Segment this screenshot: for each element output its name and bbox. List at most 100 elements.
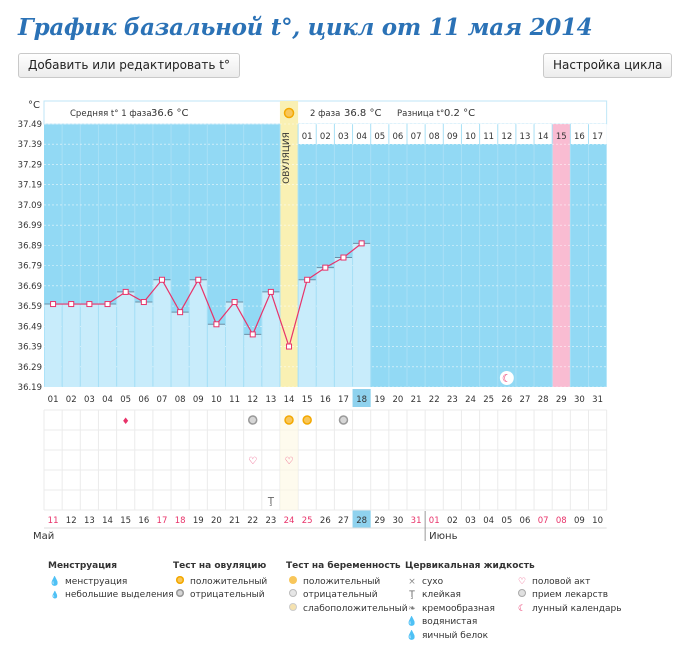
temperature-point bbox=[177, 309, 184, 316]
cycle-day-label: 26 bbox=[501, 395, 512, 405]
cycle-day-label: 04 bbox=[102, 395, 113, 405]
page-title: График базальной t°, цикл от 11 мая 2014 bbox=[18, 14, 593, 41]
y-tick-label: 37.09 bbox=[18, 201, 42, 211]
temperature-point bbox=[358, 240, 365, 247]
temperature-point bbox=[50, 301, 57, 308]
y-tick-label: 36.69 bbox=[18, 282, 42, 292]
temperature-bar bbox=[171, 312, 189, 387]
moon-badge bbox=[499, 371, 514, 385]
sun-icon bbox=[283, 107, 295, 119]
cycle-settings-button[interactable]: Настройка цикла bbox=[543, 53, 673, 78]
calendar-date-label: 13 bbox=[84, 516, 95, 526]
phase2-day-label: 10 bbox=[465, 132, 476, 142]
phase2-day-label: 01 bbox=[302, 132, 313, 142]
cycle-day-label: 05 bbox=[120, 395, 131, 405]
cycle-day-label: 15 bbox=[302, 395, 313, 405]
temperature-bar bbox=[153, 279, 171, 387]
phase2-day-label: 14 bbox=[538, 132, 549, 142]
cycle-day-label: 06 bbox=[138, 395, 149, 405]
pill-icon bbox=[515, 589, 529, 603]
watery-icon: 💧 bbox=[406, 617, 418, 627]
pregnancy-positive-icon bbox=[286, 575, 300, 590]
temperature-point bbox=[286, 343, 293, 350]
phase2-day-label: 04 bbox=[356, 132, 367, 142]
legend-item: клейкая bbox=[422, 590, 461, 600]
menstruation-icon: 💧 bbox=[49, 576, 61, 587]
calendar-date-label: 24 bbox=[284, 516, 295, 526]
temperature-point bbox=[104, 301, 111, 308]
cycle-day-label: 09 bbox=[193, 395, 204, 405]
calendar-date-label: 06 bbox=[520, 516, 531, 526]
y-tick-label: 37.19 bbox=[18, 181, 42, 191]
calendar-date-label: 26 bbox=[320, 516, 331, 526]
calendar-date-label: 27 bbox=[338, 516, 349, 526]
cycle-day-label: 28 bbox=[538, 395, 549, 405]
phase2-day-label: 11 bbox=[483, 132, 494, 142]
calendar-date-label: 23 bbox=[265, 516, 276, 526]
temperature-bar bbox=[117, 291, 135, 387]
calendar-date-label: 16 bbox=[138, 516, 149, 526]
heart-icon: ♡ bbox=[517, 576, 527, 587]
temperature-bar bbox=[244, 334, 262, 387]
legend-title: Менструация bbox=[48, 561, 117, 571]
calendar-date-label: 11 bbox=[48, 516, 59, 526]
ovulation-column bbox=[279, 101, 299, 387]
sticky-marker: Ţ bbox=[267, 496, 275, 507]
y-axis-unit: °C bbox=[28, 100, 40, 111]
temperature-bar bbox=[334, 257, 353, 387]
calendar-date-label: 31 bbox=[411, 516, 422, 526]
cycle-day-label: 10 bbox=[211, 395, 222, 405]
legend-item: отрицательный bbox=[303, 590, 378, 600]
temperature-bar bbox=[207, 324, 225, 387]
calendar-date-label: 17 bbox=[157, 516, 168, 526]
phase1-label: Средняя t° 1 фаза bbox=[70, 109, 152, 119]
y-tick-label: 36.39 bbox=[18, 343, 42, 353]
legend-item: лунный календарь bbox=[532, 603, 622, 614]
y-tick-label: 37.39 bbox=[18, 140, 42, 150]
temperature-point bbox=[122, 288, 129, 295]
temperature-bar bbox=[135, 302, 153, 387]
add-temperature-button[interactable]: Добавить или редактировать t° bbox=[18, 53, 240, 78]
phase2-day-label: 09 bbox=[447, 132, 458, 142]
temperature-point bbox=[213, 321, 220, 328]
calendar-date-label: 18 bbox=[175, 516, 186, 526]
temperature-bar bbox=[98, 304, 117, 387]
temperature-point bbox=[68, 301, 75, 308]
y-tick-label: 36.49 bbox=[18, 322, 42, 332]
temperature-bar bbox=[80, 304, 98, 387]
temperature-bar bbox=[353, 243, 371, 387]
calendar-date-label: 22 bbox=[247, 516, 258, 526]
ovulation-test-positive-marker bbox=[302, 415, 312, 425]
legend-item: водянистая bbox=[422, 617, 478, 627]
phase2-day-label: 06 bbox=[393, 132, 404, 142]
legend-item: небольшие выделения bbox=[65, 590, 174, 600]
calendar-date-label: 21 bbox=[229, 516, 240, 526]
y-tick-label: 36.29 bbox=[18, 363, 42, 373]
cycle-day-label: 21 bbox=[411, 395, 422, 405]
expected-menstruation-column bbox=[552, 124, 571, 387]
calendar-date-label: 02 bbox=[447, 516, 458, 526]
y-tick-label: 37.29 bbox=[18, 160, 42, 170]
cycle-day-label: 29 bbox=[556, 395, 567, 405]
legend-item: половой акт bbox=[532, 576, 591, 587]
cycle-day-label: 17 bbox=[338, 395, 349, 405]
bbt-chart: 37.49 37.39 37.29 37.19 37.09 36.99 36.89 36.79… bbox=[18, 100, 608, 542]
phase2-value: 36.8 °C bbox=[344, 108, 381, 119]
test-negative-icon bbox=[173, 589, 187, 603]
pregnancy-negative-icon bbox=[286, 589, 300, 603]
ovulation-marker-column bbox=[279, 410, 299, 510]
phase2-day-label: 17 bbox=[592, 132, 603, 142]
cycle-day-label: 14 bbox=[284, 395, 295, 405]
temperature-point bbox=[249, 331, 256, 338]
diff-value: 0.2 °C bbox=[444, 108, 475, 119]
cycle-day-label: 12 bbox=[247, 395, 258, 405]
phase1-value: 36.6 °C bbox=[151, 108, 188, 119]
temperature-point bbox=[158, 276, 165, 283]
dry-icon: × bbox=[408, 576, 416, 587]
legend-other: ♡ половой акт прием лекарств ☾ лунный кале… bbox=[515, 560, 622, 616]
phase2-day-label: 03 bbox=[338, 132, 349, 142]
ovulation-test-negative-marker bbox=[338, 415, 349, 425]
calendar-date-label: 09 bbox=[574, 516, 585, 526]
legend-ovulation-test: Тест на овуляцию положительный отрицател… bbox=[173, 560, 267, 603]
pregnancy-weak-icon bbox=[286, 602, 300, 617]
